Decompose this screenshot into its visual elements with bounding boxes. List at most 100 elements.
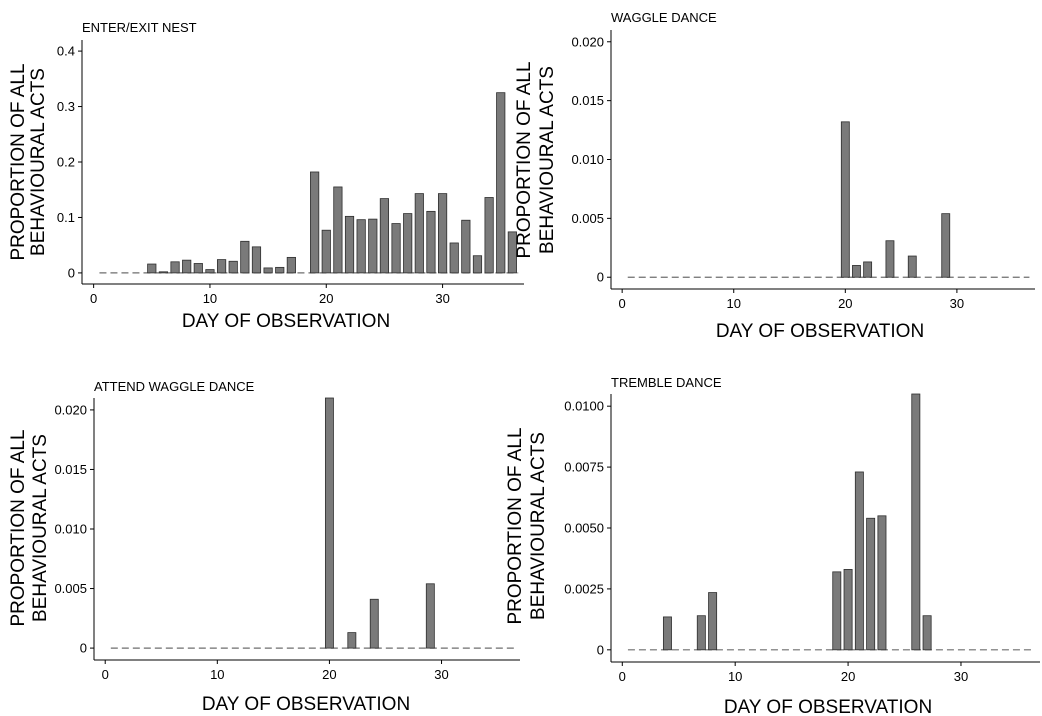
x-axis-title: DAY OF OBSERVATION xyxy=(202,694,410,715)
bars xyxy=(324,397,435,649)
bar-day-27 xyxy=(403,213,413,274)
bar-day-30 xyxy=(437,193,448,274)
x-ticks: 0 10 20 30 xyxy=(90,284,450,306)
bar-day-22 xyxy=(347,632,357,649)
bar-day-8 xyxy=(182,259,192,274)
x-ticks: 0 10 20 30 xyxy=(619,662,968,684)
bar-day-36 xyxy=(507,231,517,274)
x-axis-title: DAY OF OBSERVATION xyxy=(724,697,932,716)
y-tick-label: 0 xyxy=(597,642,604,657)
x-ticks: 0 10 20 30 xyxy=(102,660,449,682)
y-ticks: 0 0.005 0.010 0.015 0.020 xyxy=(54,402,94,656)
bar-day-20 xyxy=(324,397,334,649)
x-tick-label: 0 xyxy=(619,296,626,311)
bar-day-22 xyxy=(866,517,876,651)
y-tick-label: 0.1 xyxy=(57,210,75,225)
x-tick-label: 0 xyxy=(619,669,626,684)
y-axis-title-line-1: PROPORTION OF ALL xyxy=(8,429,29,626)
bar-day-20 xyxy=(840,121,850,278)
x-tick-label: 10 xyxy=(727,296,741,311)
bar-day-19 xyxy=(832,571,842,651)
y-tick-label: 0.015 xyxy=(54,462,87,477)
x-axis-title: DAY OF OBSERVATION xyxy=(182,311,390,332)
chart-title: TREMBLE DANCE xyxy=(611,375,722,390)
x-tick-label: 0 xyxy=(102,667,109,682)
x-tick-label: 20 xyxy=(841,669,855,684)
y-tick-label: 0.005 xyxy=(571,211,604,226)
y-axis-title-line-1: PROPORTION OF ALL xyxy=(514,61,535,258)
x-tick-label: 20 xyxy=(838,296,852,311)
bar-day-32 xyxy=(461,219,471,274)
bar-day-10 xyxy=(205,269,215,274)
bar-day-24 xyxy=(885,240,895,278)
x-tick-label: 20 xyxy=(319,291,333,306)
bar-day-26 xyxy=(911,393,921,651)
y-tick-label: 0.010 xyxy=(54,522,87,537)
bar-day-29 xyxy=(425,583,435,649)
bar-day-13 xyxy=(240,240,250,274)
bar-day-22 xyxy=(863,261,873,278)
bar-day-21 xyxy=(852,265,861,278)
bar-day-27 xyxy=(922,615,932,651)
bar-day-23 xyxy=(356,219,366,274)
bar-day-22 xyxy=(344,215,355,274)
y-tick-label: 0.4 xyxy=(57,44,75,59)
y-axis-title-line-2: BEHAVIOURAL ACTS xyxy=(528,432,549,620)
y-axis-title-line-2: BEHAVIOURAL ACTS xyxy=(28,68,49,256)
bar-day-34 xyxy=(484,197,494,274)
y-tick-label: 0.020 xyxy=(54,402,87,417)
bar-day-4 xyxy=(662,616,672,651)
bars xyxy=(662,393,932,651)
bar-day-12 xyxy=(228,260,238,274)
bar-day-21 xyxy=(333,186,343,274)
x-axis-title: DAY OF OBSERVATION xyxy=(716,321,924,342)
y-tick-label: 0.0075 xyxy=(564,460,604,475)
x-tick-label: 10 xyxy=(210,667,224,682)
chart-tremble-dance: TREMBLE DANCE PROPORTION OF ALL BEHAVIOU… xyxy=(505,375,1040,716)
x-ticks: 0 10 20 30 xyxy=(619,289,964,311)
bar-day-23 xyxy=(877,515,887,651)
y-axis-title-line-2: BEHAVIOURAL ACTS xyxy=(30,434,51,622)
bar-day-20 xyxy=(321,229,331,274)
y-tick-label: 0 xyxy=(597,270,604,285)
bar-day-28 xyxy=(414,193,424,274)
bar-day-7 xyxy=(170,261,180,274)
y-axis-title-line-1: PROPORTION OF ALL xyxy=(505,427,526,624)
bar-day-25 xyxy=(379,198,390,274)
bar-day-24 xyxy=(369,598,379,649)
chart-title: ATTEND WAGGLE DANCE xyxy=(94,379,255,394)
bars xyxy=(840,121,951,278)
y-ticks: 0 0.0025 0.0050 0.0075 0.0100 xyxy=(564,399,611,657)
chart-title: ENTER/EXIT NEST xyxy=(82,20,197,35)
x-tick-label: 30 xyxy=(954,669,968,684)
bar-day-21 xyxy=(854,471,864,651)
y-tick-label: 0.020 xyxy=(571,34,604,49)
y-ticks: 0 0.005 0.010 0.015 0.020 xyxy=(571,34,611,285)
x-tick-label: 20 xyxy=(322,667,336,682)
bar-day-9 xyxy=(193,263,203,274)
y-tick-label: 0.0025 xyxy=(564,581,604,596)
y-tick-label: 0.0050 xyxy=(564,521,604,536)
bar-day-19 xyxy=(310,171,320,274)
bar-day-20 xyxy=(843,569,853,651)
bar-day-26 xyxy=(907,255,917,278)
x-tick-label: 30 xyxy=(950,296,964,311)
x-tick-label: 10 xyxy=(203,291,217,306)
bar-day-5 xyxy=(147,263,157,274)
bar-day-17 xyxy=(286,256,296,274)
x-tick-label: 0 xyxy=(90,291,97,306)
y-tick-label: 0.005 xyxy=(54,581,87,596)
bar-day-14 xyxy=(251,246,262,274)
bar-day-29 xyxy=(426,210,436,274)
bar-day-8 xyxy=(708,592,718,651)
bar-day-15 xyxy=(263,267,273,274)
x-tick-label: 30 xyxy=(434,667,448,682)
bar-day-24 xyxy=(368,218,378,274)
bar-day-35 xyxy=(496,92,506,274)
y-tick-label: 0.010 xyxy=(571,152,604,167)
bar-day-33 xyxy=(472,255,483,274)
bar-day-26 xyxy=(391,223,401,274)
bar-day-29 xyxy=(941,213,951,278)
y-axis-title-line-1: PROPORTION OF ALL xyxy=(8,63,29,260)
y-tick-label: 0.2 xyxy=(57,155,75,170)
